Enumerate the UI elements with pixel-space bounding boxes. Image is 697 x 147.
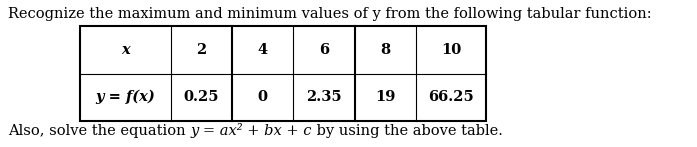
Text: y = f(x): y = f(x) bbox=[95, 90, 155, 104]
Text: 6: 6 bbox=[319, 43, 329, 57]
Text: x: x bbox=[121, 43, 130, 57]
Text: 8: 8 bbox=[381, 43, 390, 57]
Text: 10: 10 bbox=[441, 43, 461, 57]
Text: Also, solve the equation: Also, solve the equation bbox=[8, 124, 190, 138]
Text: 0: 0 bbox=[258, 90, 268, 104]
Text: Recognize the maximum and minimum values of y from the following tabular functio: Recognize the maximum and minimum values… bbox=[8, 7, 652, 21]
Text: 0.25: 0.25 bbox=[184, 90, 219, 104]
Text: 2.35: 2.35 bbox=[306, 90, 342, 104]
Text: 19: 19 bbox=[375, 90, 396, 104]
Text: 2: 2 bbox=[197, 43, 206, 57]
Text: by using the above table.: by using the above table. bbox=[312, 124, 503, 138]
Text: 66.25: 66.25 bbox=[428, 90, 474, 104]
Text: 4: 4 bbox=[258, 43, 268, 57]
Bar bbox=[80, 26, 486, 121]
Text: y = ax² + bx + c: y = ax² + bx + c bbox=[190, 123, 312, 138]
